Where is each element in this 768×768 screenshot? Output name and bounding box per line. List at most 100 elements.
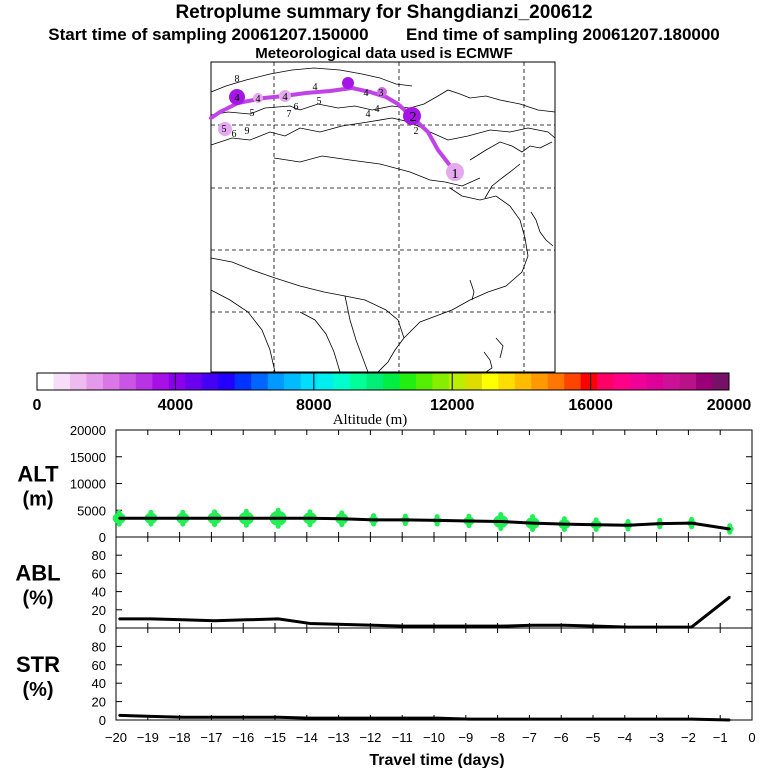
data-point: [245, 517, 248, 520]
data-point: [372, 624, 375, 627]
colorbar-cell: [333, 373, 351, 390]
x-tick-label: −12: [359, 730, 381, 745]
track-label: 7: [287, 109, 292, 120]
colorbar-tick-label: 0: [33, 397, 42, 414]
colorbar-cell: [102, 373, 120, 390]
alt-spread-marker: [593, 527, 599, 533]
track-label: 4: [256, 94, 261, 105]
colorbar-cell: [448, 373, 466, 390]
colorbar-cell: [498, 373, 516, 390]
alt-spread-marker: [180, 521, 186, 527]
alt-spread-marker: [148, 521, 154, 527]
colorbar-cell: [580, 373, 598, 390]
track-label: 5: [250, 108, 255, 119]
y-axis-label: (%): [22, 588, 53, 610]
y-tick-label: 5000: [77, 503, 106, 518]
data-point: [690, 522, 693, 525]
alt-spread-marker: [625, 518, 631, 524]
alt-spread-marker: [371, 521, 377, 527]
colorbar-cell: [300, 373, 318, 390]
colorbar-cell: [712, 373, 730, 390]
colorbar-cell: [481, 373, 499, 390]
x-tick-label: 0: [748, 730, 755, 745]
data-point: [245, 716, 248, 719]
data-point: [563, 718, 566, 721]
colorbar-cell: [696, 373, 714, 390]
track-label: 6: [294, 102, 299, 113]
alt-spread-marker: [498, 525, 504, 531]
track-label: 3: [379, 88, 384, 99]
series-line-str: [119, 713, 730, 722]
x-tick-label: −7: [522, 730, 537, 745]
data-point: [436, 519, 439, 522]
colorbar-cell: [168, 373, 186, 390]
y-axis-label: ALT: [17, 462, 59, 487]
data-point: [499, 520, 502, 523]
alt-spread-marker: [530, 514, 536, 520]
data-point: [658, 522, 661, 525]
x-tick-label: −9: [458, 730, 473, 745]
y-tick-label: 40: [92, 676, 106, 691]
cluster-marker: [218, 122, 232, 136]
series-line-abl: [119, 595, 731, 629]
cluster-marker: [342, 77, 354, 89]
colorbar-cell: [531, 373, 549, 390]
map-grid: [211, 62, 555, 372]
track-label: 5: [317, 96, 322, 107]
alt-spread-marker: [339, 522, 345, 528]
colorbar-cell: [69, 373, 87, 390]
x-axis-label: Travel time (days): [369, 752, 504, 768]
data-point: [499, 625, 502, 628]
cluster-marker: [377, 87, 387, 97]
colorbar-axis-label: Altitude (m): [333, 412, 408, 428]
alt-spread-marker: [689, 524, 695, 530]
data-point: [372, 717, 375, 720]
data-point: [563, 523, 566, 526]
x-tick-label: −6: [554, 730, 569, 745]
colorbar-cell: [383, 373, 400, 390]
track-label: 2: [410, 110, 417, 125]
colorbar-cell: [152, 373, 170, 390]
colorbar-cell: [663, 373, 681, 390]
colorbar-cell: [465, 373, 483, 390]
receptor-label: 1: [452, 167, 459, 182]
y-tick-label: 20: [92, 603, 106, 618]
colorbar-tick-label: 12000: [430, 397, 475, 414]
alt-spread-marker: [625, 526, 631, 532]
track-label: 4: [364, 88, 369, 99]
colorbar-cell: [597, 373, 615, 390]
start-time-label: Start time of sampling 20061207.150000: [48, 25, 369, 44]
colorbar-cell: [350, 373, 368, 390]
data-point: [404, 625, 407, 628]
track-label: 4: [375, 104, 380, 115]
colorbar-cell: [284, 373, 302, 390]
alt-spread-marker: [434, 514, 440, 520]
x-tick-label: −10: [423, 730, 445, 745]
coastlines-borders: [210, 67, 556, 373]
colorbar-cell: [201, 373, 219, 390]
colorbar-cell: [53, 373, 71, 390]
x-tick-label: −5: [586, 730, 601, 745]
panel-frame-str: [115, 627, 753, 721]
colorbar-tick-label: 4000: [158, 397, 194, 414]
track-label: 4: [234, 92, 240, 104]
alt-spread-marker: [593, 517, 599, 523]
data-point: [563, 624, 566, 627]
x-tick-label: −14: [296, 730, 318, 745]
colorbar-cell: [251, 373, 269, 390]
data-point: [728, 527, 731, 530]
data-point: [467, 718, 470, 721]
data-point: [728, 719, 731, 721]
colorbar-cell: [218, 373, 236, 390]
colorbar-cell: [514, 373, 532, 390]
track-label: 4: [366, 109, 371, 120]
alt-spread-marker: [116, 509, 122, 515]
x-tick-label: −17: [200, 730, 222, 745]
y-tick-label: 80: [92, 548, 106, 563]
colorbar-cell: [119, 373, 137, 390]
data-point: [213, 517, 216, 520]
x-tick-label: −2: [681, 730, 696, 745]
colorbar-cell: [317, 373, 335, 390]
alt-spread-marker: [307, 509, 313, 515]
